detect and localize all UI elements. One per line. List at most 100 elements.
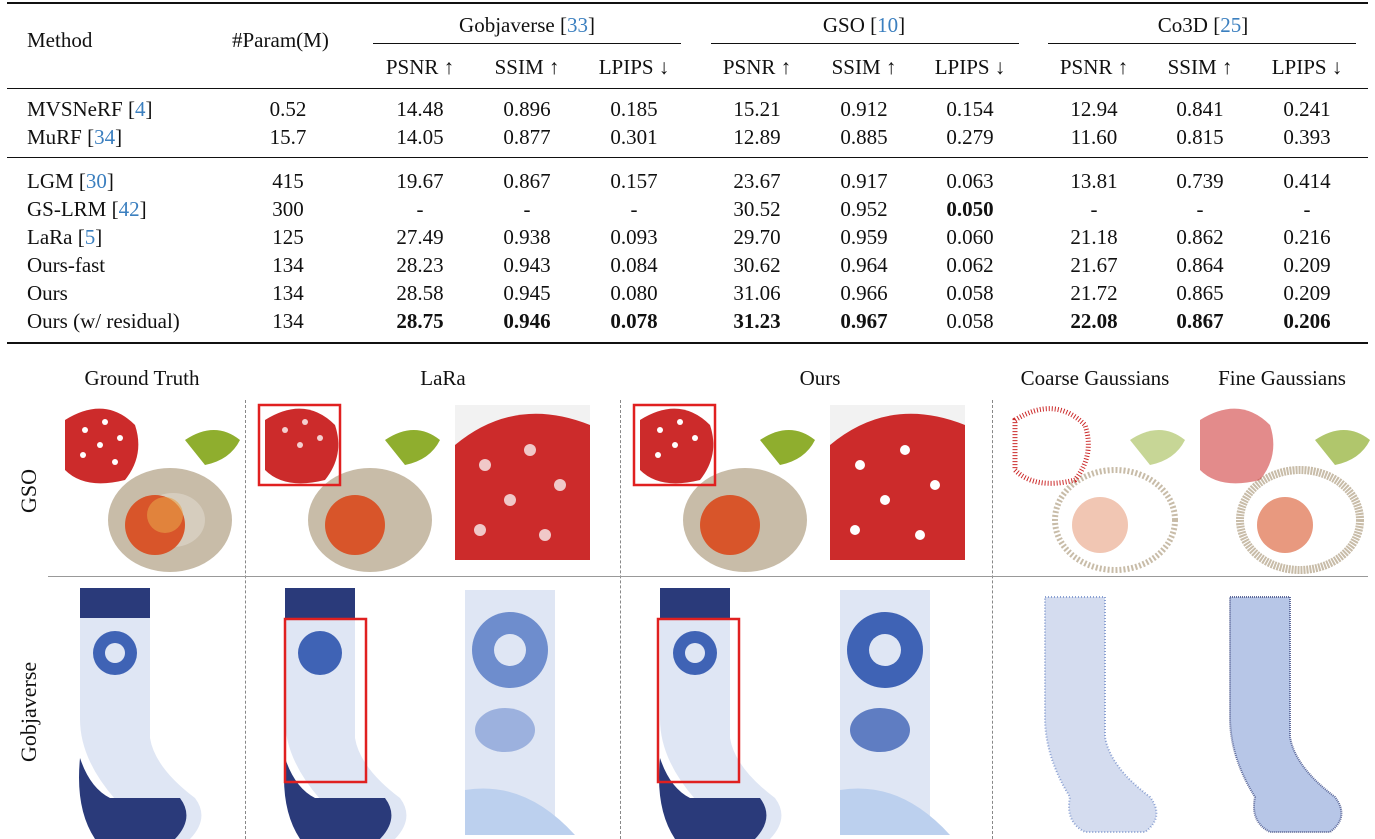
table-top-rule	[7, 2, 1368, 4]
metric-cell: -	[630, 197, 638, 221]
metric-header: PSNR ↑	[385, 55, 455, 79]
group-underline	[711, 43, 1019, 44]
gso-ours-image	[632, 403, 815, 572]
metric-cell: 0.867	[503, 169, 551, 193]
method-cite: 30	[85, 169, 107, 193]
param-cell: 134	[272, 253, 304, 277]
group-name: Co3D	[1157, 13, 1208, 37]
metric-cell: 19.67	[396, 169, 444, 193]
gobjaverse-ours-image	[656, 588, 782, 839]
metric-cell: 31.23	[733, 309, 781, 333]
metric-cell: 22.08	[1070, 309, 1118, 333]
metric-cell: 0.157	[610, 169, 658, 193]
metric-cell: 0.206	[1283, 309, 1331, 333]
metric-cell: 0.739	[1176, 169, 1224, 193]
metric-cell: 0.964	[840, 253, 888, 277]
metric-cell: 0.841	[1176, 97, 1224, 121]
metric-cell: 0.912	[840, 97, 888, 121]
metric-cell: 0.301	[610, 125, 658, 149]
group-underline	[373, 43, 681, 44]
header-params: #Param(M)	[232, 28, 329, 52]
method-cite: 5	[84, 225, 96, 249]
metric-cell: 0.062	[946, 253, 994, 277]
column-divider	[992, 400, 993, 839]
metric-cell: 0.050	[946, 197, 994, 221]
metric-cell: 0.864	[1176, 253, 1224, 277]
gso-lara-image	[257, 403, 440, 572]
metric-cell: 0.058	[946, 281, 994, 305]
metric-cell: 0.414	[1283, 169, 1331, 193]
metric-header: PSNR ↑	[1059, 55, 1129, 79]
metric-cell: 0.080	[610, 281, 658, 305]
metric-cell: 0.279	[946, 125, 994, 149]
metric-cell: 30.62	[733, 253, 781, 277]
metric-header: LPIPS ↓	[934, 55, 1006, 79]
method-label: Ours	[27, 281, 68, 305]
metric-header: SSIM ↑	[831, 55, 897, 79]
method-label: MVSNeRF	[27, 97, 123, 121]
group-cite: 25	[1220, 13, 1242, 37]
param-cell: 125	[272, 225, 304, 249]
metric-header: LPIPS ↓	[598, 55, 670, 79]
method-name: LGM [30]	[27, 169, 114, 193]
row-label-gso: GSO	[16, 468, 41, 513]
metric-cell: 0.393	[1283, 125, 1331, 149]
metric-cell: 0.078	[610, 309, 658, 333]
table-bottom-rule	[7, 342, 1368, 344]
metric-cell: 0.938	[503, 225, 551, 249]
metric-cell: 28.75	[396, 309, 444, 333]
group-cite: 33	[566, 13, 588, 37]
metric-cell: -	[1303, 197, 1311, 221]
metric-cell: 29.70	[733, 225, 781, 249]
method-cite: 34	[94, 125, 116, 149]
param-cell: 134	[272, 281, 304, 305]
column-divider	[245, 400, 246, 839]
method-name: LaRa [5]	[27, 225, 103, 249]
metric-cell: 28.23	[396, 253, 444, 277]
gso-ours-zoom-image	[830, 405, 965, 560]
group-name: GSO	[822, 13, 865, 37]
param-cell: 300	[272, 197, 304, 221]
metric-cell: 14.48	[396, 97, 444, 121]
metric-cell: 0.966	[840, 281, 888, 305]
gobjaverse-lara-zoom-image	[465, 590, 575, 835]
method-name: Ours	[27, 281, 68, 305]
method-cite: 42	[118, 197, 140, 221]
metric-cell: 21.72	[1070, 281, 1118, 305]
metric-cell: 0.959	[840, 225, 888, 249]
method-label: GS-LRM	[27, 197, 107, 221]
group-cite: 10	[877, 13, 899, 37]
gobjaverse-ground-truth-image	[79, 588, 202, 839]
metric-cell: 0.063	[946, 169, 994, 193]
metric-cell: 15.21	[733, 97, 781, 121]
metric-cell: 0.815	[1176, 125, 1224, 149]
method-name: MuRF [34]	[27, 125, 123, 149]
method-label: Ours-fast	[27, 253, 106, 277]
section-rule	[7, 157, 1368, 158]
col-title-ground-truth: Ground Truth	[84, 366, 200, 390]
metric-cell: 21.67	[1070, 253, 1118, 277]
method-label: LGM	[27, 169, 74, 193]
header-method: Method	[27, 28, 93, 52]
metric-cell: 0.885	[840, 125, 888, 149]
metric-cell: -	[1090, 197, 1098, 221]
col-title-coarse-gaussians: Coarse Gaussians	[1020, 366, 1170, 390]
metric-cell: 13.81	[1070, 169, 1118, 193]
header-group-gso: GSO [10]	[822, 13, 906, 37]
metric-cell: 0.060	[946, 225, 994, 249]
gobjaverse-ours-zoom-image	[840, 590, 950, 835]
metric-cell: 0.241	[1283, 97, 1331, 121]
metric-cell: 14.05	[396, 125, 444, 149]
metric-header: LPIPS ↓	[1271, 55, 1343, 79]
metric-cell: 28.58	[396, 281, 444, 305]
row-divider	[48, 576, 1368, 577]
metric-cell: 12.94	[1070, 97, 1118, 121]
method-name: GS-LRM [42]	[27, 197, 147, 221]
group-underline	[1048, 43, 1356, 44]
col-title-fine-gaussians: Fine Gaussians	[1218, 366, 1346, 390]
metric-cell: -	[523, 197, 531, 221]
method-label: Ours (w/ residual)	[27, 309, 180, 333]
param-cell: 134	[272, 309, 304, 333]
metric-cell: 0.896	[503, 97, 551, 121]
metric-cell: 0.877	[503, 125, 551, 149]
